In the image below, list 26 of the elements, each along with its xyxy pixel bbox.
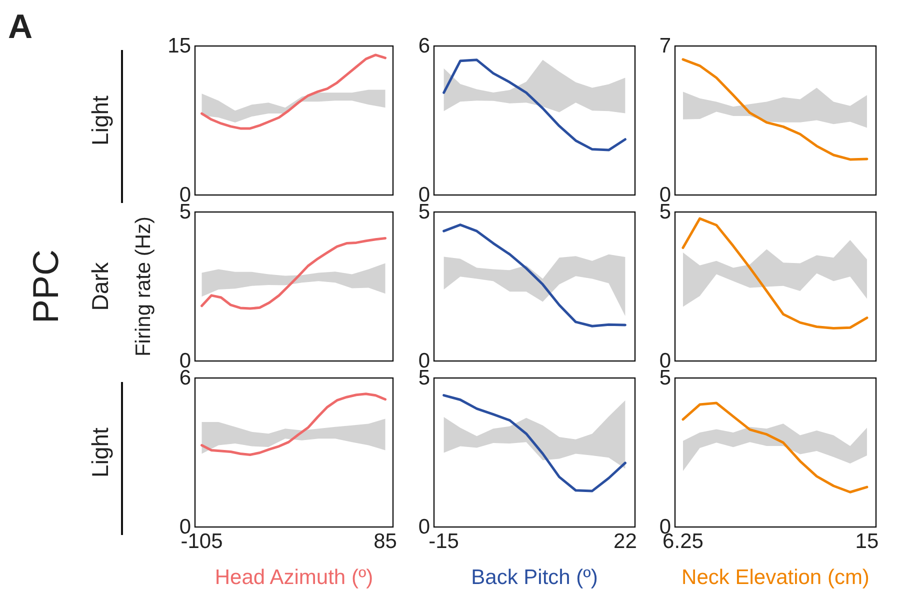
text: A — [8, 8, 33, 46]
line-series — [682, 217, 868, 330]
y-tick-label: 6 — [418, 34, 430, 58]
text: PPC — [25, 249, 66, 324]
x-tick-label: 15 — [855, 530, 879, 553]
x-tick-label: -15 — [428, 530, 459, 553]
y-tick-label: 0 — [418, 516, 430, 539]
y-axis-title: Light — [87, 426, 113, 478]
text: Firing rate (Hz) — [132, 216, 155, 357]
line-series — [442, 58, 626, 152]
y-tick-label: 7 — [659, 34, 671, 58]
line-series — [442, 394, 626, 492]
line-series — [682, 58, 868, 161]
y-axis-title: Dark — [87, 262, 113, 311]
x-axis-title: Back Pitch (º) — [471, 566, 598, 589]
y-axis-title: Light — [87, 94, 113, 146]
line-series — [442, 224, 626, 328]
line-series — [200, 392, 387, 456]
line-series — [200, 54, 387, 130]
x-axis-title: Neck Elevation (cm) — [682, 566, 870, 589]
x-axis-title: Head Azimuth (º) — [214, 566, 374, 589]
line-series — [682, 402, 868, 494]
line-series — [200, 236, 387, 310]
x-tick-label: 85 — [374, 530, 397, 553]
x-tick-label: 22 — [614, 530, 637, 553]
y-tick-label: 15 — [168, 34, 191, 58]
